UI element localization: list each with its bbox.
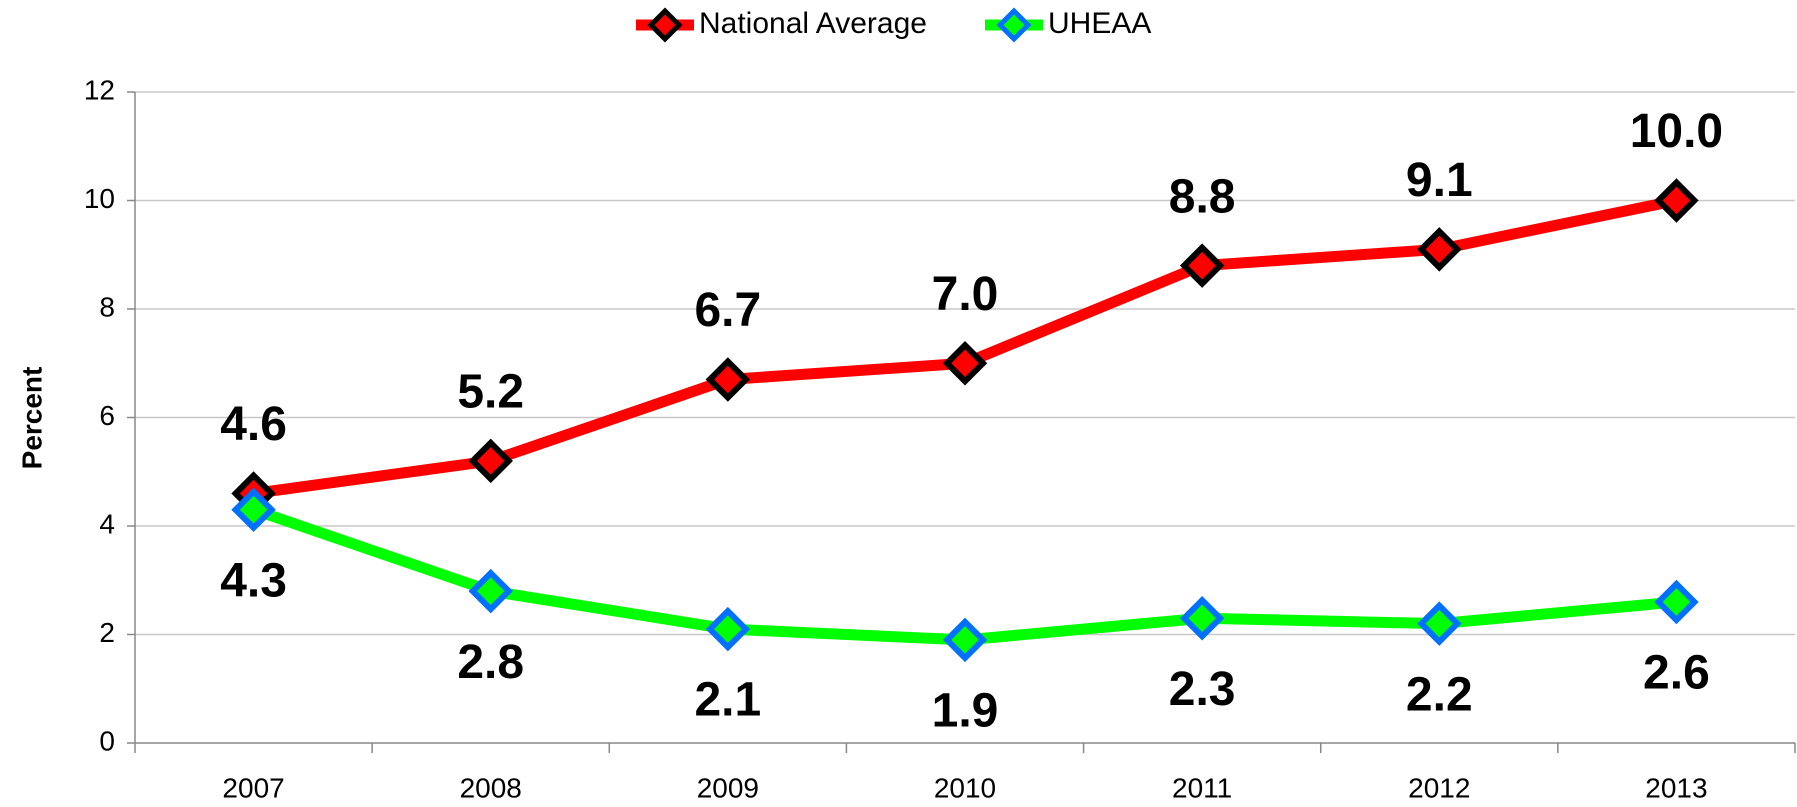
x-tick-label: 2008 [460, 772, 522, 803]
marker [705, 606, 751, 652]
marker [1417, 601, 1462, 646]
y-tick-label: 6 [99, 400, 115, 431]
x-tick-label: 2010 [934, 772, 996, 803]
y-tick-label: 12 [84, 74, 115, 105]
marker [1654, 178, 1699, 223]
x-tick-label: 2013 [1645, 772, 1707, 803]
value-label: 5.2 [457, 366, 524, 419]
value-label: 9.1 [1406, 154, 1473, 207]
marker [1179, 595, 1225, 641]
x-tick-label: 2009 [697, 772, 759, 803]
value-label: 2.6 [1643, 647, 1710, 700]
x-tick-label: 2011 [1172, 772, 1232, 803]
value-label: 2.8 [457, 636, 524, 689]
marker [468, 568, 513, 614]
value-label: 2.1 [694, 674, 761, 727]
value-label: 4.6 [220, 398, 287, 451]
legend-label: National Average [699, 7, 927, 40]
y-tick-label: 4 [99, 508, 115, 539]
legend-marker [996, 7, 1032, 43]
value-label: 7.0 [932, 268, 999, 321]
x-tick-label: 2012 [1408, 772, 1470, 803]
value-label: 4.3 [220, 554, 287, 607]
marker [1417, 227, 1462, 272]
y-tick-label: 10 [84, 183, 115, 214]
value-label: 1.9 [932, 685, 999, 738]
x-tick-label: 2007 [222, 772, 284, 803]
marker [231, 487, 276, 532]
value-label: 6.7 [694, 284, 761, 337]
marker [942, 617, 988, 663]
value-label: 2.3 [1169, 663, 1236, 716]
y-tick-label: 0 [99, 725, 115, 756]
marker [468, 438, 513, 484]
marker [705, 357, 751, 402]
y-tick-label: 8 [99, 291, 115, 322]
marker [942, 341, 988, 386]
legend-marker [647, 7, 683, 43]
value-label: 8.8 [1169, 170, 1236, 223]
marker [1179, 243, 1225, 288]
marker [1654, 579, 1699, 625]
legend-label: UHEAA [1048, 7, 1151, 40]
value-label: 10.0 [1630, 105, 1723, 158]
y-axis-label: Percent [16, 367, 47, 470]
value-label: 2.2 [1406, 668, 1473, 721]
y-tick-label: 2 [99, 617, 115, 648]
